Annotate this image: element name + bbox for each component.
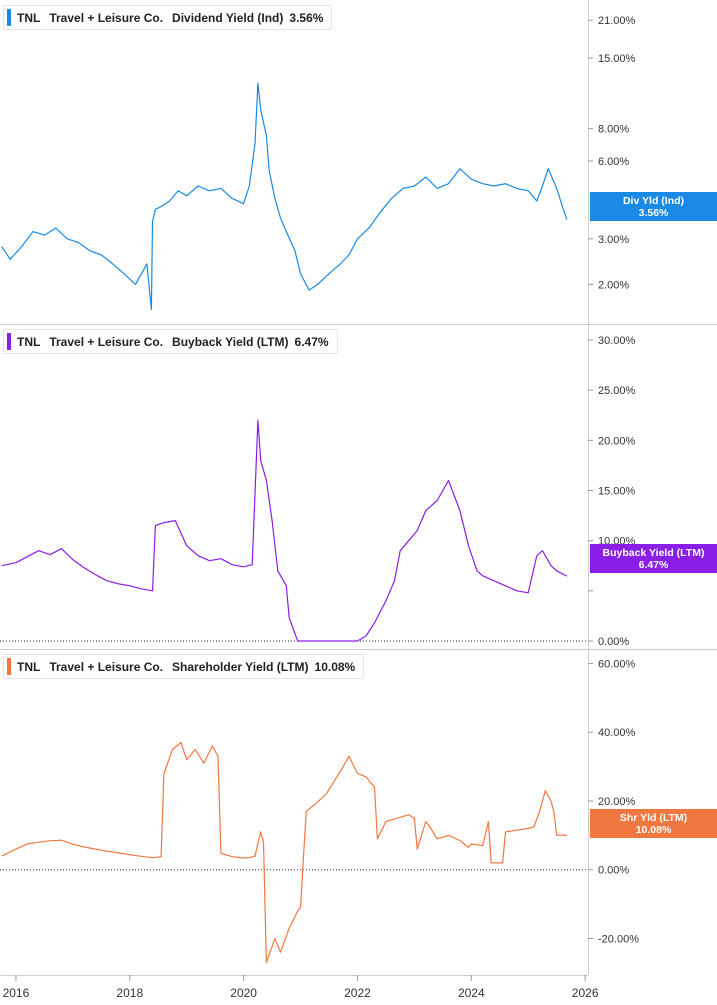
legend-metric: Buyback Yield (LTM) — [172, 334, 289, 349]
y-tick-label: 3.00% — [598, 234, 629, 246]
y-tick-label: 40.00% — [598, 727, 636, 739]
x-tick-label: 2016 — [3, 986, 30, 1000]
y-tick-label: 15.00% — [598, 486, 636, 498]
y-tick-label: -20.00% — [598, 933, 639, 945]
legend-color-swatch — [7, 9, 11, 26]
panel-dividers — [0, 324, 717, 650]
legend-shareholder-yield: TNL Travel + Leisure Co. Shareholder Yie… — [3, 654, 365, 679]
series-line — [1, 82, 568, 310]
panel-2: -20.00% 0.00% 20.00% 40.00% 60.00% — [0, 658, 639, 964]
end-value-tag-dividend: Div Yld (Ind) 3.56% — [590, 192, 717, 221]
y-tick-label: 0.00% — [598, 865, 629, 877]
legend-company: Travel + Leisure Co. — [49, 659, 164, 674]
legend-buyback-yield: TNL Travel + Leisure Co. Buyback Yield (… — [3, 329, 338, 354]
end-tag-label: Shr Yld (LTM) — [619, 812, 688, 824]
end-value-tag-buyback: Buyback Yield (LTM) 6.47% — [590, 544, 717, 573]
y-tick-label: 20.00% — [598, 435, 636, 447]
y-tick-label: 30.00% — [598, 335, 636, 347]
legend-color-swatch — [7, 333, 11, 350]
x-tick-label: 2022 — [344, 986, 371, 1000]
y-tick-label: 15.00% — [598, 53, 636, 65]
legend-company: Travel + Leisure Co. — [49, 334, 164, 349]
legend-metric: Shareholder Yield (LTM) — [172, 659, 309, 674]
x-tick-label: 2026 — [572, 986, 599, 1000]
end-tag-value: 3.56% — [638, 207, 669, 219]
panels: 2.00% 3.00% 6.00% 8.00% 15.00% 21.00% 0.00% 10.… — [0, 15, 639, 964]
legend-dividend-yield: TNL Travel + Leisure Co. Dividend Yield … — [3, 5, 333, 30]
legend-company: Travel + Leisure Co. — [49, 10, 164, 25]
end-tag-value: 6.47% — [638, 559, 669, 571]
legend-current-value: 6.47% — [294, 334, 329, 349]
legend-metric: Dividend Yield (Ind) — [172, 10, 284, 25]
x-tick-label: 2018 — [116, 986, 143, 1000]
end-tag-label: Buyback Yield (LTM) — [602, 547, 705, 559]
legend-current-value: 10.08% — [314, 659, 356, 674]
y-tick-label: 0.00% — [598, 636, 629, 648]
y-tick-label: 20.00% — [598, 796, 636, 808]
x-tick-label: 2020 — [230, 986, 257, 1000]
y-tick-label: 21.00% — [598, 15, 636, 27]
legend-color-swatch — [7, 658, 11, 675]
panel-1: 0.00%10.00%15.00%20.00%25.00%30.00% — [0, 335, 636, 648]
x-axis: 2016 2018 2020 2022 2024 2026 — [0, 975, 599, 1000]
y-tick-label: 60.00% — [598, 658, 636, 670]
legend-ticker: TNL — [17, 334, 41, 349]
legend-ticker: TNL — [17, 10, 41, 25]
panel-0: 2.00% 3.00% 6.00% 8.00% 15.00% 21.00% — [1, 15, 636, 310]
y-tick-label: 2.00% — [598, 279, 629, 291]
x-tick-label: 2024 — [458, 986, 485, 1000]
legend-ticker: TNL — [17, 659, 41, 674]
end-tag-label: Div Yld (Ind) — [622, 195, 685, 207]
legend-current-value: 3.56% — [289, 10, 324, 25]
y-tick-label: 25.00% — [598, 385, 636, 397]
y-tick-label: 6.00% — [598, 156, 629, 168]
series-line — [1, 741, 567, 964]
end-value-tag-shareholder: Shr Yld (LTM) 10.08% — [590, 809, 717, 838]
series-line — [1, 419, 568, 642]
end-tag-value: 10.08% — [635, 824, 672, 836]
y-tick-label: 8.00% — [598, 124, 629, 136]
